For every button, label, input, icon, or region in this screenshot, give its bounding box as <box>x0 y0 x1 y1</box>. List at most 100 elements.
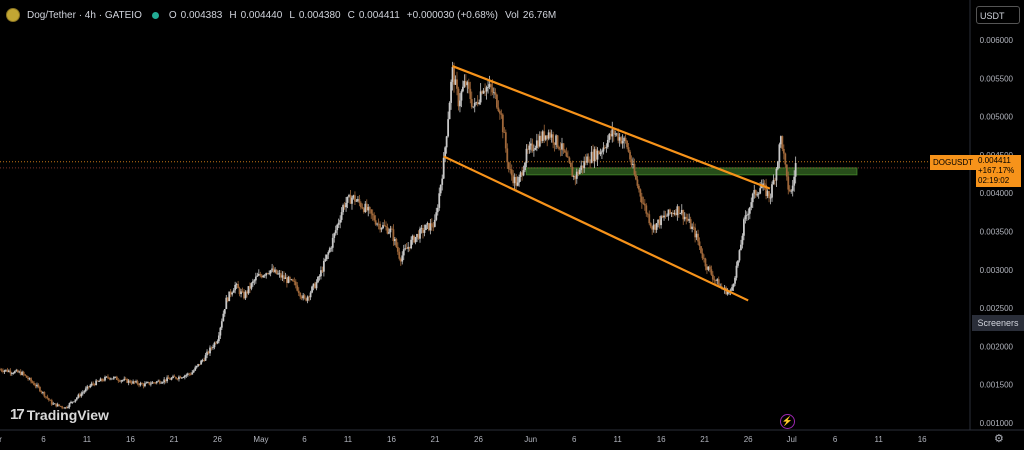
time-tick-label: 16 <box>657 435 666 444</box>
tradingview-logo[interactable]: 17 TradingView <box>10 406 109 423</box>
candle-body <box>617 133 620 141</box>
candle-body <box>215 342 217 344</box>
candle-body <box>578 169 581 175</box>
candle-body <box>732 283 735 288</box>
candle-body <box>469 88 472 100</box>
candle-body <box>676 206 679 216</box>
candle-body <box>110 378 112 380</box>
candle-body <box>484 90 486 92</box>
currency-selector[interactable]: USDT <box>976 6 1020 24</box>
candle-body <box>667 209 670 216</box>
candle-body <box>130 382 133 384</box>
time-tick-label: 21 <box>431 435 440 444</box>
candle-body <box>510 169 513 176</box>
candle-body <box>334 230 337 234</box>
candle-body <box>216 341 219 344</box>
candle-body <box>794 163 797 177</box>
candle-body <box>531 143 534 151</box>
candle-body <box>494 92 497 95</box>
screeners-button[interactable]: Screeners <box>972 315 1024 331</box>
candle-body <box>259 273 262 276</box>
candle-body <box>374 220 377 225</box>
candle-body <box>601 151 603 153</box>
candle-body <box>200 360 203 365</box>
candle-body <box>581 165 584 169</box>
candle-body <box>223 309 226 314</box>
candle-body <box>618 137 621 141</box>
channel-lower-line <box>443 155 749 302</box>
candle-body <box>577 171 580 175</box>
time-tick-label: 11 <box>83 435 92 444</box>
candle-body <box>151 382 154 384</box>
candle-body <box>525 148 528 163</box>
candle-body <box>704 258 707 267</box>
price-tag-countdown: 02:19:02 <box>978 176 1010 185</box>
candle-body <box>643 203 646 206</box>
candle-body <box>580 165 583 170</box>
candle-body <box>518 176 521 183</box>
candle-body <box>265 273 268 276</box>
candle-body <box>550 134 553 138</box>
candle-body <box>315 282 318 289</box>
candle-body <box>213 342 216 348</box>
candle-body <box>674 212 677 216</box>
candle-body <box>112 377 115 379</box>
time-tick-label: 6 <box>572 435 577 444</box>
candle-body <box>217 335 220 342</box>
candle-body <box>546 135 549 139</box>
candle-body <box>39 386 41 392</box>
candle-body <box>111 378 114 380</box>
candle-body <box>96 380 99 382</box>
candle-body <box>296 285 299 291</box>
candle-body <box>648 214 651 224</box>
candle-body <box>141 383 143 384</box>
candle-body <box>246 291 248 294</box>
candle-body <box>365 203 368 211</box>
candle-body <box>774 179 776 181</box>
candle-body <box>142 383 145 387</box>
candle-body <box>481 91 484 94</box>
candle-body <box>621 141 624 144</box>
candle-body <box>487 86 489 88</box>
candle-body <box>277 273 279 275</box>
candle-body <box>379 223 381 230</box>
candle-body <box>351 197 353 204</box>
candle-body <box>34 385 37 387</box>
candle-body <box>769 197 772 199</box>
candle-body <box>321 270 324 272</box>
candle-body <box>364 203 367 212</box>
candle-body <box>64 407 66 409</box>
symbol-label[interactable]: Dog/Tether · 4h · GATEIO <box>27 9 142 21</box>
candle-body <box>16 370 19 373</box>
candle-body <box>189 373 192 375</box>
time-tick-label: 6 <box>302 435 307 444</box>
candle-body <box>149 383 152 385</box>
lightning-icon[interactable]: ⚡ <box>780 414 795 429</box>
candle-body <box>590 151 593 163</box>
candle-body <box>368 206 371 210</box>
candle-body <box>58 404 61 406</box>
candle-body <box>599 152 602 155</box>
candle-body <box>305 298 308 301</box>
candle-body <box>683 216 686 220</box>
candle-body <box>778 144 781 162</box>
candle-body <box>408 246 411 249</box>
candle-body <box>439 184 442 194</box>
candle-body <box>689 219 692 229</box>
candle-body <box>478 102 481 104</box>
candle-body <box>450 81 452 103</box>
gear-icon[interactable]: ⚙ <box>994 433 1004 445</box>
candle-body <box>624 137 627 141</box>
candle-body <box>543 131 546 140</box>
candle-body <box>234 284 237 291</box>
candle-body <box>362 208 365 212</box>
candle-body <box>663 215 665 218</box>
candle-body <box>22 371 25 375</box>
candle-body <box>490 84 492 88</box>
price-tick-label: 0.006000 <box>980 36 1014 45</box>
candle-body <box>173 376 176 378</box>
candle-body <box>561 143 563 150</box>
candle-body <box>219 327 222 336</box>
candle-body <box>627 147 630 152</box>
